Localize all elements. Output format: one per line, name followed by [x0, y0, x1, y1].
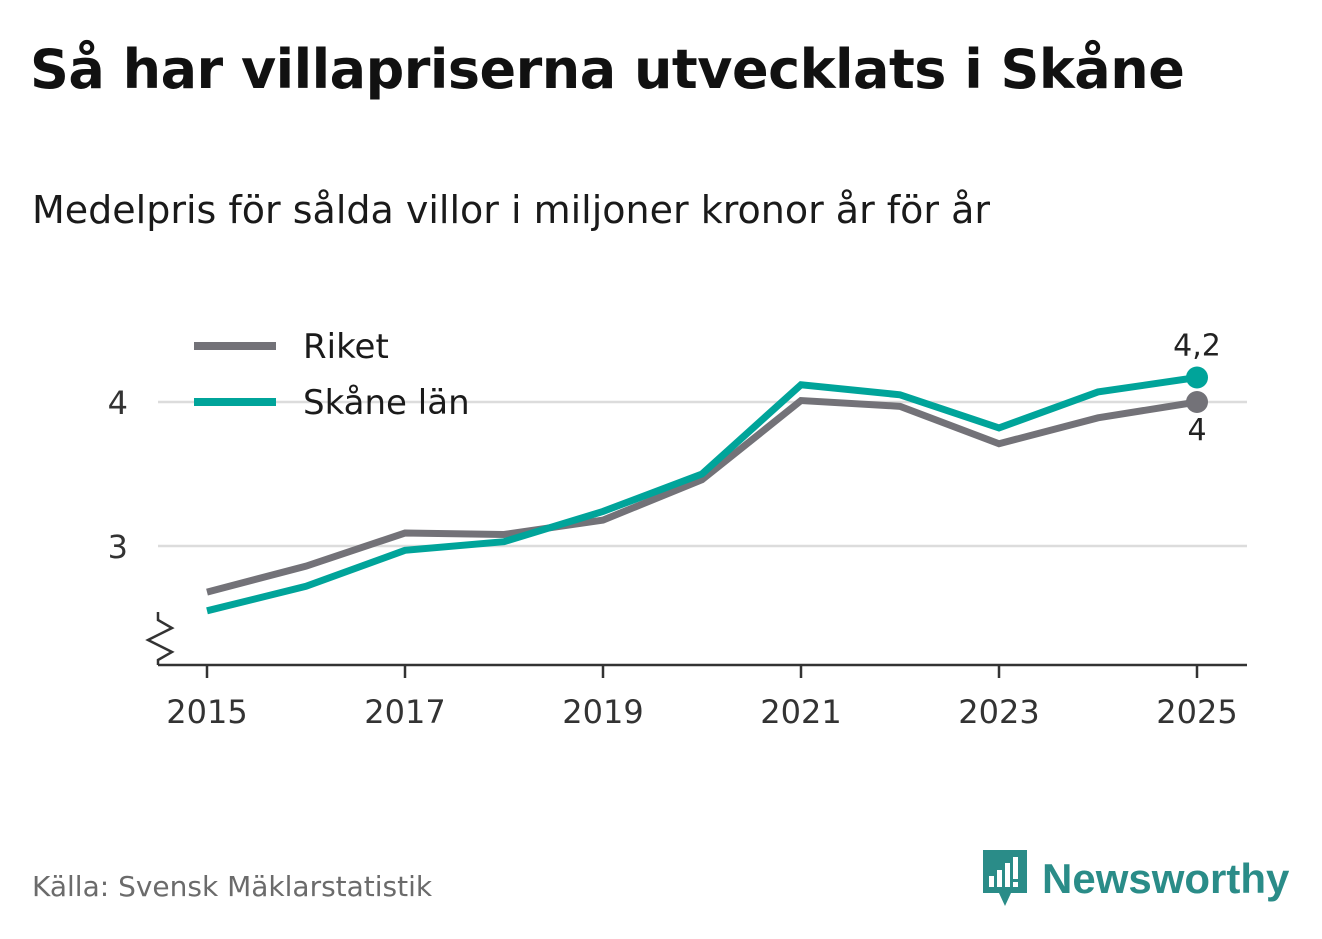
end-value-label: 4 [1187, 413, 1206, 448]
y-tick-label: 4 [108, 384, 128, 422]
series-line-sk-ne-l-n [206, 374, 1198, 615]
series-end-dot [1186, 366, 1208, 389]
chart-title: Så har villapriserna utvecklats i Skåne [30, 38, 1185, 101]
x-tick-label: 2017 [364, 693, 445, 731]
line-chart: 3 4 2015 2017 2019 2021 2023 2025 Riket Skåne lä… [108, 327, 1247, 731]
chart-subtitle: Medelpris för sålda villor i miljoner kr… [32, 188, 991, 232]
end-labels: 44,2 [1173, 329, 1221, 448]
series-line-riket [206, 396, 1198, 596]
legend-label: Skåne län [303, 383, 470, 423]
source-note: Källa: Svensk Mäklarstatistik [32, 870, 433, 903]
x-tick-label: 2023 [958, 693, 1039, 731]
x-tick-label: 2015 [166, 693, 247, 731]
x-tick-label: 2025 [1156, 693, 1237, 731]
series-lines [206, 366, 1208, 615]
series-end-dot [1186, 391, 1208, 413]
legend-label: Riket [303, 327, 389, 367]
legend: Riket Skåne län [194, 327, 470, 423]
bar-chart-speech-bubble-icon [983, 850, 1027, 906]
y-axis-break [145, 612, 175, 665]
brand-name: Newsworthy [1042, 855, 1290, 902]
brand-logo[interactable]: Newsworthy [980, 848, 1289, 910]
axes: 3 4 2015 2017 2019 2021 2023 2025 [108, 384, 1247, 731]
end-value-label: 4,2 [1173, 329, 1221, 364]
y-tick-label: 3 [108, 528, 128, 566]
x-tick-label: 2019 [562, 693, 643, 731]
x-tick-label: 2021 [760, 693, 841, 731]
